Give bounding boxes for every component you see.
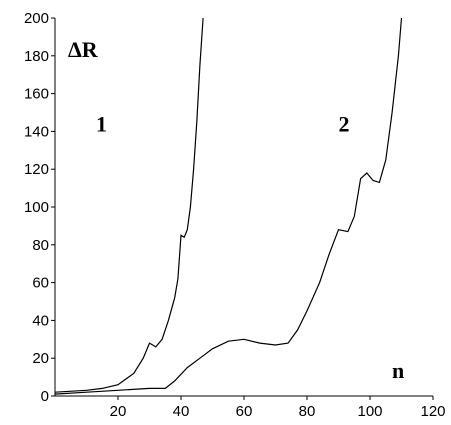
y-tick-label: 80 [32,237,49,254]
y-tick-label: 60 [32,275,49,292]
y-tick-label: 100 [24,199,49,216]
series-label-2: 2 [339,111,350,136]
y-tick-label: 20 [32,350,49,367]
y-tick-label: 40 [32,312,49,329]
series-line-2 [54,17,403,395]
x-tick-label: 120 [420,403,445,420]
x-tick-label: 40 [173,403,190,420]
y-axis-label: ΔR [68,37,99,62]
series-label-1: 1 [96,111,107,136]
y-tick-label: 180 [24,48,49,65]
x-tick-label: 80 [299,403,316,420]
x-tick-label: 100 [357,403,382,420]
x-axis-label: n [392,358,404,383]
x-tick-label: 60 [236,403,253,420]
y-tick-label: 0 [41,388,49,405]
y-tick-label: 140 [24,123,49,140]
y-tick-label: 120 [24,161,49,178]
y-tick-label: 160 [24,86,49,103]
y-tick-label: 200 [24,10,49,27]
series-line-1 [54,17,204,393]
x-tick-label: 20 [110,403,127,420]
